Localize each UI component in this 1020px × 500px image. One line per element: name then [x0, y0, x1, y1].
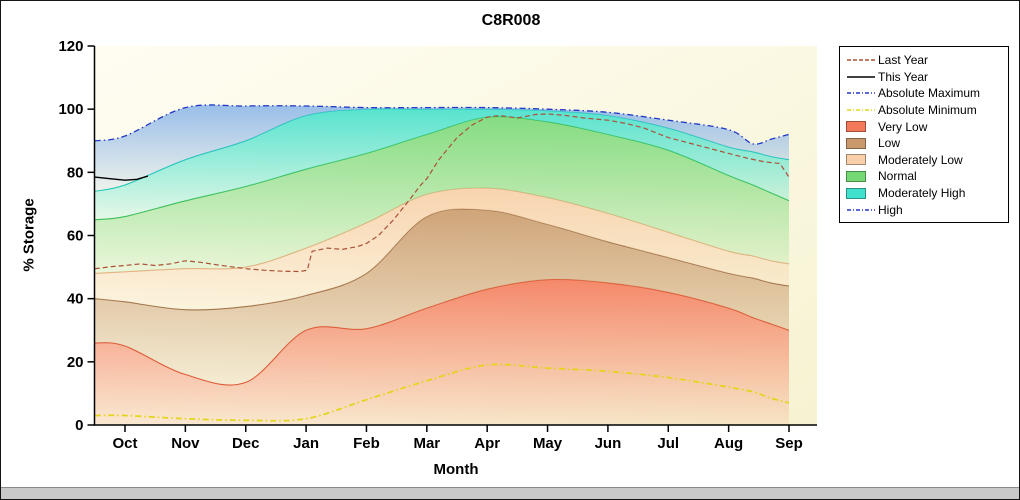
legend-label: Moderately Low	[878, 152, 963, 167]
band-edge-moderately-high	[94, 108, 790, 192]
window-bottom-scrollbar[interactable]	[1, 487, 1019, 499]
y-tick-label: 80	[67, 164, 84, 181]
legend-label: Moderately High	[878, 186, 966, 201]
line-this-year	[94, 175, 149, 181]
legend-label: Last Year	[878, 53, 929, 68]
legend-label: High	[878, 202, 903, 217]
legend-swatch-icon	[846, 154, 878, 166]
line-absolute-minimum	[94, 363, 790, 422]
x-tick-label: Jun	[595, 435, 622, 452]
legend-item-absolute-maximum: Absolute Maximum	[846, 85, 1004, 102]
line-absolute-maximum	[94, 104, 790, 145]
line-last-year	[94, 113, 790, 273]
x-tick-label: Jan	[293, 435, 319, 452]
legend-line-icon	[846, 105, 878, 115]
y-tick-label: 0	[75, 417, 83, 434]
legend: Last Year This Year Absolute Maximum Absolu…	[839, 46, 1009, 223]
band-normal	[94, 116, 790, 274]
legend-line-icon	[846, 205, 878, 215]
band-high	[94, 104, 790, 192]
band-very-low	[94, 279, 790, 425]
legend-item-high: High	[846, 201, 1004, 218]
page-title: C8R008	[481, 12, 541, 29]
x-tick-label: Dec	[232, 435, 260, 452]
legend-label: Very Low	[878, 119, 928, 134]
legend-item-normal: Normal	[846, 168, 1004, 185]
y-tick-label: 120	[58, 38, 83, 55]
x-tick-label: Apr	[474, 435, 500, 452]
legend-item-absolute-minimum: Absolute Minimum	[846, 102, 1004, 119]
band-moderately-high	[94, 108, 790, 220]
legend-item-this-year: This Year	[846, 69, 1004, 86]
legend-item-low: Low	[846, 135, 1004, 152]
legend-item-last-year: Last Year	[846, 52, 1004, 69]
y-axis: 0 20 40 60 80 100 120	[58, 38, 95, 434]
x-tick-label: Oct	[112, 435, 137, 452]
legend-swatch-icon	[846, 121, 878, 133]
legend-line-icon	[846, 72, 878, 82]
x-tick-label: Feb	[353, 435, 380, 452]
legend-swatch-icon	[846, 187, 878, 199]
legend-line-icon	[846, 88, 878, 98]
legend-item-moderately-high: Moderately High	[846, 185, 1004, 202]
x-tick-label: Mar	[413, 435, 440, 452]
y-tick-label: 20	[67, 354, 84, 371]
y-tick-label: 60	[67, 228, 84, 245]
x-tick-label: May	[533, 435, 563, 452]
legend-label: This Year	[878, 69, 929, 84]
legend-label: Low	[878, 136, 901, 151]
legend-label: Absolute Maximum	[878, 86, 981, 101]
x-tick-label: Nov	[171, 435, 200, 452]
x-tick-label: Jul	[657, 435, 679, 452]
x-tick-label: Sep	[775, 435, 803, 452]
x-axis-title: Month	[433, 461, 479, 478]
legend-item-moderately-low: Moderately Low	[846, 152, 1004, 169]
band-moderately-low	[94, 187, 790, 310]
y-tick-label: 40	[67, 291, 84, 308]
x-tick-label: Aug	[714, 435, 743, 452]
legend-label: Absolute Minimum	[878, 103, 977, 118]
legend-swatch-icon	[846, 137, 878, 149]
legend-swatch-icon	[846, 170, 878, 182]
storage-bands-chart: 0 20 40 60 80 100 120 Oct Nov Dec Jan Feb Mar Apr May J…	[58, 38, 817, 452]
legend-label: Normal	[878, 169, 917, 184]
legend-line-icon	[846, 55, 878, 65]
legend-item-very-low: Very Low	[846, 118, 1004, 135]
x-axis: Oct Nov Dec Jan Feb Mar Apr May Jun Jul Aug Sep	[112, 425, 803, 452]
band-low	[94, 208, 790, 386]
y-tick-label: 100	[58, 101, 83, 118]
